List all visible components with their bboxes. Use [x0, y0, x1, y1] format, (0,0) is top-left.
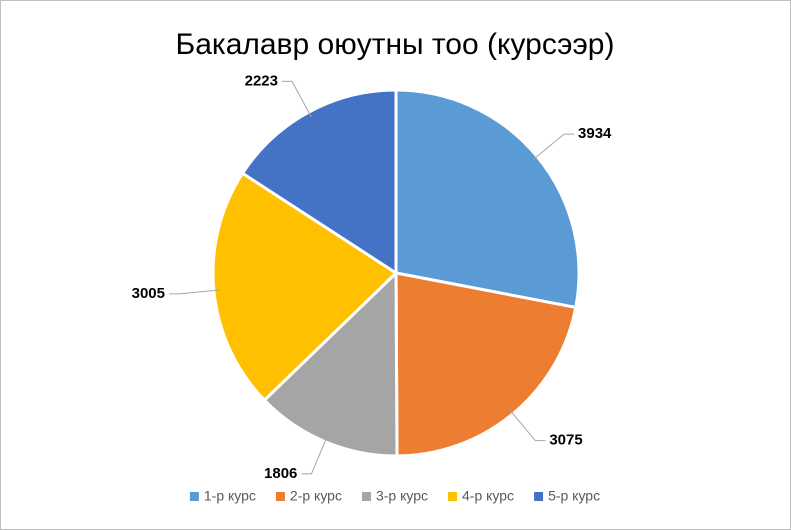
leader-line: [509, 409, 546, 442]
chart-title: Бакалавр оюутны тоо (курсээр): [176, 28, 615, 61]
leader-line: [281, 80, 312, 118]
legend-label: 1-р курс: [204, 488, 256, 504]
data-label: 2223: [245, 72, 278, 89]
leader-line: [532, 133, 575, 161]
data-label: 3075: [549, 432, 582, 449]
legend-label: 2-р курс: [290, 488, 342, 504]
legend-swatch: [275, 492, 285, 501]
legend-swatch: [448, 492, 458, 501]
leader-line: [169, 289, 220, 295]
leader-line: [301, 436, 328, 475]
data-label: 1806: [264, 465, 297, 482]
legend-label: 4-р курс: [462, 488, 514, 504]
legend-label: 3-р курс: [376, 488, 428, 504]
legend-label: 5-р курс: [548, 488, 600, 504]
legend-swatch: [534, 492, 544, 501]
legend-swatch: [361, 492, 371, 501]
data-label: 3005: [132, 285, 165, 302]
legend-swatch: [189, 492, 199, 501]
data-label: 3934: [578, 125, 612, 142]
